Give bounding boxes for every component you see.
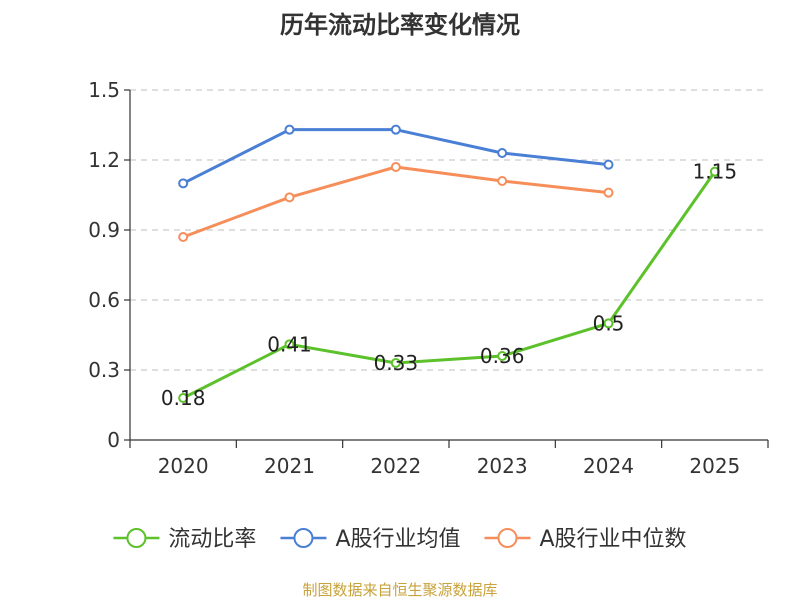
- data-label-0-2023: 0.36: [480, 344, 525, 368]
- legend-item-0[interactable]: 流动比率: [113, 527, 256, 552]
- data-label-0-2024: 0.5: [593, 311, 625, 335]
- chart-title: 历年流动比率变化情况: [280, 11, 520, 39]
- series-line-0: [182, 170, 717, 400]
- data-point-0-2020[interactable]: [178, 393, 189, 403]
- data-point-2-2020[interactable]: [178, 232, 189, 242]
- legend[interactable]: 流动比率 A股行业均值 A股行业中位数: [113, 527, 687, 552]
- data-label-0-2022: 0.33: [374, 351, 419, 375]
- data-label-0-2020: 0.18: [161, 386, 206, 410]
- series-line-1: [182, 128, 609, 185]
- legend-label-0: 流动比率: [168, 527, 256, 552]
- data-point-1-2024[interactable]: [603, 159, 614, 170]
- x-tick-label-2021: 2021: [264, 454, 315, 478]
- data-point-1-2022[interactable]: [390, 124, 401, 135]
- data-point-2-2021[interactable]: [284, 192, 295, 203]
- series-2: [178, 162, 614, 242]
- data-point-0-2023[interactable]: [497, 351, 508, 361]
- legend-marker-2: [497, 528, 518, 548]
- data-point-1-2021[interactable]: [284, 124, 295, 135]
- x-tick-label-2024: 2024: [583, 454, 634, 478]
- legend-item-1[interactable]: A股行业均值: [280, 527, 461, 552]
- data-point-0-2021[interactable]: [284, 339, 295, 350]
- legend-label-1: A股行业均值: [335, 527, 460, 552]
- legend-label-2: A股行业中位数: [540, 527, 687, 552]
- data-label-0-2021: 0.41: [267, 332, 312, 356]
- data-point-2-2022[interactable]: [390, 162, 401, 172]
- x-tick-label-2025: 2025: [689, 454, 740, 478]
- data-point-2-2024[interactable]: [603, 187, 614, 198]
- data-label-0-2025: 1.15: [693, 160, 738, 184]
- axes: 0 0.3 0.6 0.9 1.2 1.5 2020 2021 2022 2023 2024 2025: [88, 78, 769, 478]
- series-layer: [178, 124, 720, 403]
- x-tick-label-2020: 2020: [158, 454, 209, 478]
- y-tick-label-1: 0.3: [88, 358, 120, 382]
- legend-item-2[interactable]: A股行业中位数: [484, 527, 687, 552]
- data-point-0-2022[interactable]: [390, 358, 401, 368]
- y-tick-label-5: 1.5: [88, 78, 120, 102]
- source-note: 制图数据来自恒生聚源数据库: [302, 581, 497, 599]
- series-1: [178, 124, 614, 189]
- y-tick-label-0: 0: [107, 428, 120, 452]
- y-tick-label-4: 1.2: [88, 148, 120, 172]
- series-line-2: [182, 165, 609, 239]
- y-tick-label-2: 0.6: [88, 288, 120, 312]
- data-point-1-2020[interactable]: [178, 178, 189, 189]
- data-point-0-2024[interactable]: [603, 318, 614, 329]
- x-tick-label-2022: 2022: [370, 454, 421, 478]
- x-tick-label-2023: 2023: [477, 454, 528, 478]
- y-tick-label-3: 0.9: [88, 218, 120, 242]
- legend-marker-0: [126, 528, 147, 548]
- series-0: [178, 166, 720, 403]
- data-point-2-2023[interactable]: [497, 176, 508, 186]
- legend-marker-1: [293, 528, 314, 548]
- data-point-0-2025[interactable]: [709, 166, 720, 177]
- data-point-1-2023[interactable]: [497, 148, 508, 158]
- grid-lines: [130, 89, 768, 371]
- data-labels: 0.18 0.41 0.33 0.36 0.5 1.15: [161, 160, 737, 410]
